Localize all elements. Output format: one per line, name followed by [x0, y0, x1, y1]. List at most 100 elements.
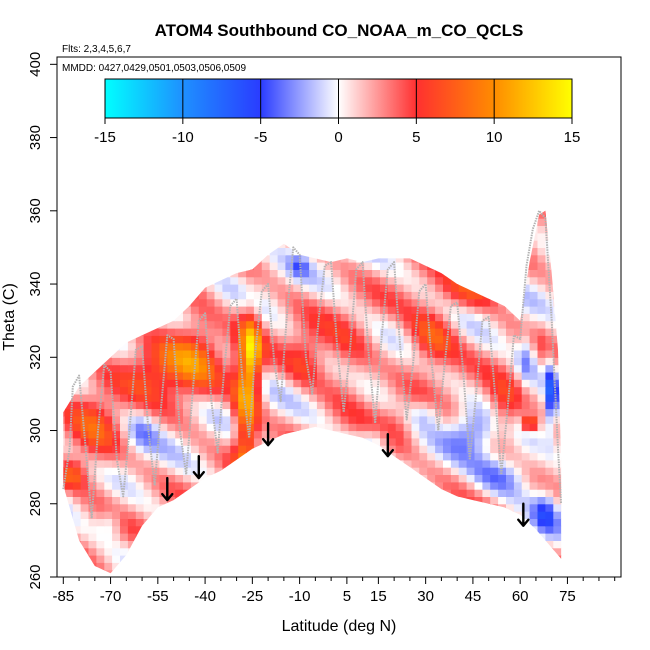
heatmap-cell — [490, 562, 499, 571]
heatmap-cell — [466, 371, 476, 380]
heatmap-cell — [356, 525, 365, 534]
heatmap-cell — [301, 569, 310, 574]
heatmap-cell — [474, 276, 483, 285]
heatmap-cell — [293, 540, 302, 549]
heatmap-cell — [513, 240, 523, 248]
heatmap-cell — [175, 269, 184, 278]
heatmap-cell — [214, 474, 223, 483]
heatmap-cell — [482, 474, 491, 483]
heatmap-cell — [183, 247, 192, 256]
heatmap-cell — [506, 393, 515, 402]
heatmap-cell — [316, 276, 326, 285]
heatmap-cell — [427, 342, 436, 351]
heatmap-cell — [529, 232, 539, 241]
heatmap-cell — [387, 350, 397, 358]
heatmap-cell — [332, 247, 342, 256]
heatmap-cell — [324, 401, 334, 410]
heatmap-cell — [545, 569, 554, 574]
heatmap-cell — [183, 291, 192, 300]
heatmap-cell — [190, 371, 200, 380]
heatmap-cell — [553, 247, 562, 256]
heatmap-cell — [104, 555, 113, 563]
heatmap-cell — [309, 284, 318, 292]
heatmap-cell — [356, 342, 365, 351]
heatmap-cell — [513, 342, 523, 351]
heatmap-cell — [127, 452, 137, 461]
heatmap-cell — [253, 240, 263, 248]
heatmap-cell — [104, 511, 113, 519]
heatmap-cell — [537, 452, 546, 461]
heatmap-cell — [120, 262, 129, 270]
heatmap-cell — [309, 459, 318, 468]
heatmap-cell — [206, 540, 216, 549]
heatmap-cell — [490, 342, 499, 351]
heatmap-cell — [222, 423, 231, 432]
heatmap-cell — [340, 525, 350, 534]
heatmap-cell — [112, 371, 121, 380]
heatmap-cell — [340, 269, 350, 278]
heatmap-cell — [104, 276, 113, 285]
heatmap-cell — [324, 540, 334, 549]
heatmap-cell — [301, 313, 310, 322]
heatmap-cell — [529, 371, 539, 380]
heatmap-cell — [206, 232, 216, 241]
heatmap-cell — [419, 393, 428, 402]
heatmap-cell — [450, 430, 460, 439]
heatmap-cell — [521, 247, 531, 256]
heatmap-cell — [206, 320, 216, 329]
heatmap-cell — [63, 415, 66, 424]
heatmap-cell — [269, 540, 279, 549]
heatmap-cell — [112, 298, 121, 307]
heatmap-cell — [435, 335, 444, 344]
heatmap-cell — [96, 533, 105, 541]
heatmap-cell — [340, 232, 350, 241]
heatmap-cell — [253, 298, 263, 307]
heatmap-cell — [261, 481, 271, 490]
heatmap-cell — [474, 489, 483, 497]
heatmap-cell — [513, 364, 523, 373]
heatmap-cell — [72, 525, 82, 534]
heatmap-cell — [183, 518, 192, 527]
heatmap-cell — [364, 342, 373, 351]
heatmap-cell — [411, 437, 420, 446]
heatmap-cell — [64, 210, 74, 219]
heatmap-cell — [332, 210, 342, 219]
heatmap-cell — [222, 452, 231, 461]
heatmap-cell — [206, 547, 216, 556]
heatmap-cell — [387, 210, 397, 212]
heatmap-cell — [553, 379, 562, 388]
heatmap-cell — [450, 364, 460, 373]
heatmap-cell — [159, 503, 168, 512]
heatmap-cell — [403, 415, 413, 424]
heatmap-cell — [269, 247, 279, 256]
heatmap-cell — [285, 467, 294, 475]
heatmap-cell — [411, 335, 420, 344]
heatmap-cell — [450, 371, 460, 380]
x-tick-label: -10 — [289, 588, 311, 605]
heatmap-cell — [80, 350, 90, 358]
heatmap-cell — [482, 467, 491, 475]
heatmap-cell — [183, 357, 192, 366]
heatmap-cell — [293, 291, 302, 300]
heatmap-cell — [127, 474, 137, 483]
arrow-marker — [261, 421, 275, 447]
heatmap-cell — [214, 525, 223, 534]
heatmap-cell — [348, 379, 357, 388]
heatmap-cell — [380, 357, 389, 366]
heatmap-cell — [309, 481, 318, 490]
heatmap-cell — [64, 247, 74, 256]
heatmap-cell — [490, 350, 499, 358]
heatmap-cell — [120, 210, 129, 212]
heatmap-cell — [490, 364, 499, 373]
heatmap-cell — [253, 335, 263, 344]
heatmap-cell — [135, 496, 145, 505]
heatmap-cell — [537, 262, 546, 270]
heatmap-cell — [112, 232, 121, 241]
heatmap-cell — [222, 306, 231, 314]
heatmap-cell — [561, 518, 562, 527]
heatmap-cell — [340, 408, 350, 417]
heatmap-cell — [340, 445, 350, 454]
heatmap-cell — [348, 262, 357, 270]
heatmap-cell — [127, 240, 137, 248]
heatmap-cell — [301, 210, 310, 219]
